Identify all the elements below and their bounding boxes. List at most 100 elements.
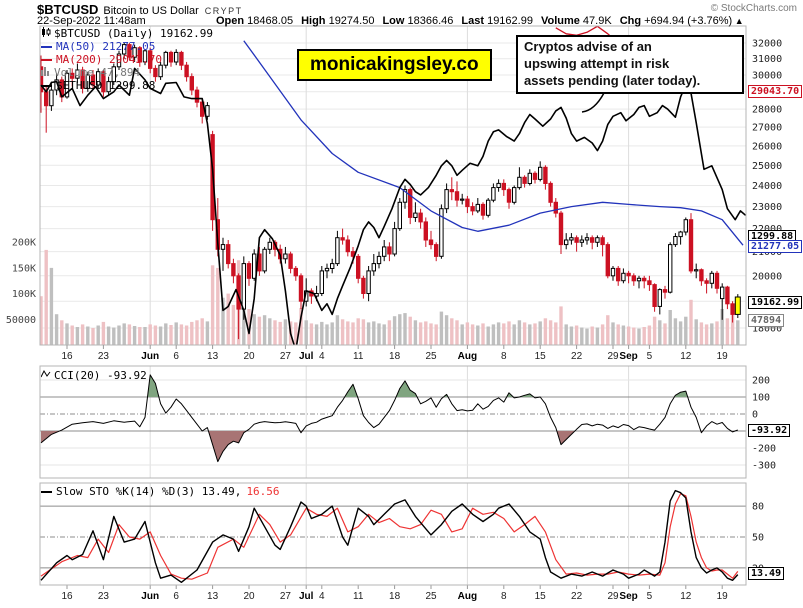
annotation-callout: Cryptos advise of an upswing attempt in …	[516, 35, 744, 94]
axis-price-tag: 47894	[748, 314, 785, 327]
ma50-line-icon	[41, 45, 52, 48]
legend-volume: Volume 47,894	[54, 66, 141, 79]
quote-label: Chg	[619, 15, 642, 27]
svg-text:22: 22	[571, 591, 583, 602]
svg-text:Jul: Jul	[299, 351, 314, 362]
watermark: monicakingsley.co	[297, 49, 492, 81]
sto-legend-box: Slow STO %K(14) %D(3) 13.49, 16.56	[41, 485, 280, 498]
svg-text:32000: 32000	[752, 39, 782, 50]
main-legend: $BTCUSD (Daily) 19162.99 MA(50) 21277.05…	[41, 27, 213, 92]
quote-value: 19274.50	[325, 15, 375, 27]
svg-text:19: 19	[717, 351, 729, 362]
svg-text:150K: 150K	[12, 263, 36, 274]
svg-text:15: 15	[535, 351, 547, 362]
svg-text:27000: 27000	[752, 123, 782, 134]
svg-text:200K: 200K	[12, 238, 36, 249]
svg-text:8: 8	[501, 591, 507, 602]
callout-line: upswing attempt in risk	[524, 55, 670, 71]
legend-ma50-row: MA(50) 21277.05	[41, 40, 213, 53]
svg-text:20: 20	[243, 351, 255, 362]
svg-text:8: 8	[501, 351, 507, 362]
cci-legend: CCI(20) -93.92	[54, 369, 147, 382]
svg-text:26000: 26000	[752, 141, 782, 152]
legend-ma50: MA(50) 21277.05	[56, 40, 156, 53]
change-direction-icon: ▲	[732, 16, 744, 26]
svg-text:13: 13	[207, 351, 219, 362]
svg-text:11: 11	[353, 351, 364, 362]
svg-text:12: 12	[680, 351, 692, 362]
svg-text:20000: 20000	[752, 271, 782, 282]
stockcharts-credit: © StockCharts.com	[710, 3, 797, 14]
svg-text:23: 23	[98, 591, 110, 602]
quote-value: 47.9K	[579, 15, 612, 27]
legend-title: $BTCUSD (Daily) 19162.99	[54, 27, 213, 40]
legend-ma200-row: MA(200) 29043.70	[41, 53, 213, 66]
quote-value: 19162.99	[484, 15, 533, 27]
svg-text:25000: 25000	[752, 161, 782, 172]
svg-text:4: 4	[319, 591, 325, 602]
svg-text:5: 5	[647, 351, 653, 362]
svg-text:0: 0	[752, 410, 758, 421]
callout-line: Cryptos advise of an	[524, 39, 652, 54]
sto-line-icon	[41, 490, 52, 493]
svg-text:Sep: Sep	[619, 351, 637, 362]
svg-text:18000: 18000	[752, 324, 782, 335]
svg-text:Jun: Jun	[141, 351, 159, 362]
svg-text:80: 80	[752, 502, 764, 513]
cci-legend-box: CCI(20) -93.92	[40, 369, 147, 382]
svg-text:28000: 28000	[752, 105, 782, 116]
quote-label: High	[301, 15, 326, 27]
legend-title-row: $BTCUSD (Daily) 19162.99	[41, 27, 213, 40]
symbol-name: Bitcoin to US Dollar	[103, 5, 199, 17]
candlestick-icon	[41, 27, 51, 40]
svg-text:29: 29	[607, 351, 619, 362]
legend-volume-row: Volume 47,894	[41, 66, 213, 79]
svg-text:50000: 50000	[6, 315, 36, 326]
svg-text:13: 13	[207, 591, 219, 602]
volume-bars-icon	[41, 66, 51, 79]
quote-label: Last	[461, 15, 485, 27]
legend-eth: $ETHUSD 1299.88	[56, 79, 156, 92]
svg-text:20: 20	[243, 591, 255, 602]
svg-text:24000: 24000	[752, 181, 782, 192]
svg-text:18: 18	[389, 351, 401, 362]
svg-text:12: 12	[680, 591, 692, 602]
svg-text:25: 25	[425, 351, 437, 362]
svg-text:23: 23	[98, 351, 110, 362]
svg-text:23000: 23000	[752, 202, 782, 213]
sto-d-value: 16.56	[246, 485, 280, 498]
svg-text:-300: -300	[752, 461, 776, 472]
quote-label: Low	[382, 15, 405, 27]
svg-text:15: 15	[535, 591, 547, 602]
svg-text:29: 29	[607, 591, 619, 602]
callout-line: assets pending (later today).	[524, 72, 701, 88]
svg-text:19: 19	[717, 591, 729, 602]
svg-text:22000: 22000	[752, 224, 782, 235]
svg-text:5: 5	[647, 591, 653, 602]
chart-datetime: 22-Sep-2022 11:48am	[37, 15, 146, 27]
symbol-title: $BTCUSD	[37, 2, 99, 17]
exchange-label: CRYPT	[204, 6, 243, 16]
svg-text:Jun: Jun	[141, 591, 159, 602]
legend-ma200: MA(200) 29043.70	[56, 53, 162, 66]
svg-text:-200: -200	[752, 444, 776, 455]
svg-text:18: 18	[389, 591, 401, 602]
sto-legend-row: Slow STO %K(14) %D(3) 13.49, 16.56	[41, 485, 280, 498]
axis-price-tag: 19162.99	[748, 296, 803, 309]
quote-label: Volume	[540, 15, 580, 27]
ma200-line-icon	[41, 58, 52, 61]
axis-price-tag: 21277.05	[748, 240, 803, 253]
svg-text:16: 16	[61, 591, 73, 602]
svg-text:200: 200	[752, 376, 770, 387]
svg-text:100K: 100K	[12, 289, 36, 300]
svg-text:27: 27	[280, 591, 292, 602]
quote-label: Open	[216, 15, 245, 27]
svg-text:100: 100	[752, 393, 770, 404]
svg-text:31000: 31000	[752, 54, 782, 65]
svg-text:30000: 30000	[752, 70, 782, 81]
svg-text:Aug: Aug	[458, 351, 477, 362]
svg-text:Sep: Sep	[619, 591, 637, 602]
quote-value: 18468.05	[244, 15, 294, 27]
axis-price-tag: 13.49	[748, 567, 785, 580]
